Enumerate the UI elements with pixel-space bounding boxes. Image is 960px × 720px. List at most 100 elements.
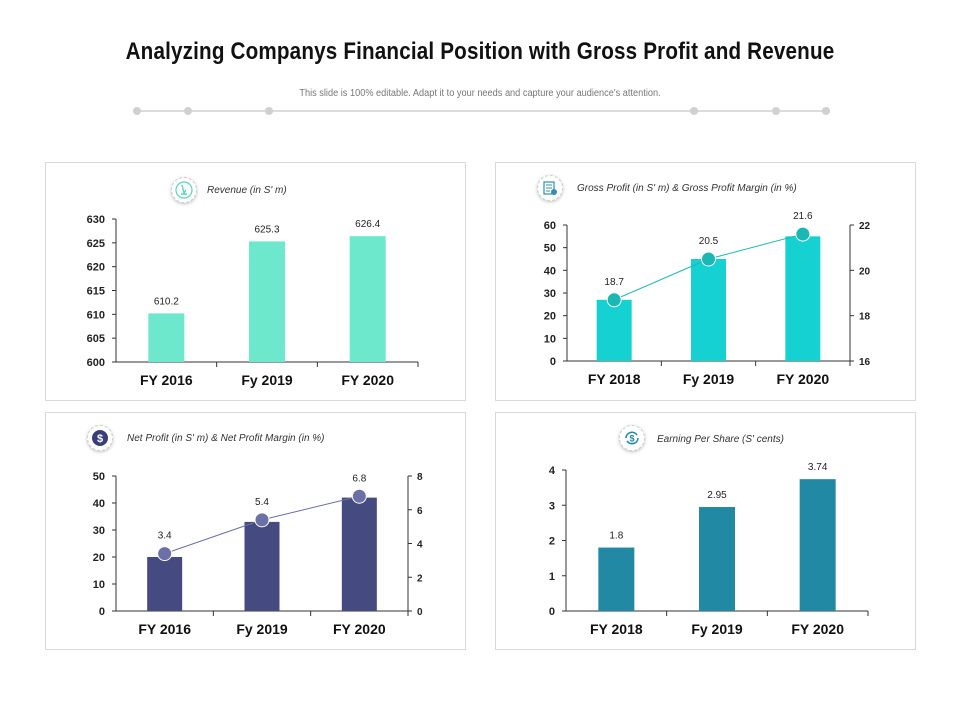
gross-profit-chart-panel: Gross Profit (in S' m) & Gross Profit Ma… xyxy=(495,162,916,401)
y-tick-label: 600 xyxy=(87,357,105,369)
y-tick-label: 3 xyxy=(549,500,555,512)
y-tick-label: 0 xyxy=(99,606,105,618)
revenue-bar-chart: 600 605 610 615 620 625 630 FY 2016 610.2 Fy 2019… xyxy=(87,214,419,388)
y2-tick-label: 22 xyxy=(859,221,871,232)
svg-text:$: $ xyxy=(97,433,103,445)
x-tick-label: FY 2020 xyxy=(341,372,394,388)
x-tick-label: Fy 2019 xyxy=(691,621,743,637)
data-label: 18.7 xyxy=(604,277,624,288)
y2-tick-label: 2 xyxy=(417,573,423,584)
data-label: 6.8 xyxy=(352,473,366,484)
chart-title: Net Profit (in S' m) & Net Profit Margin… xyxy=(127,433,325,444)
y-tick-label: 10 xyxy=(544,333,556,345)
revenue-icon xyxy=(171,177,197,203)
x-tick-label: FY 2020 xyxy=(776,371,829,387)
bar xyxy=(244,521,280,611)
y-tick-label: 40 xyxy=(93,498,105,510)
bar xyxy=(349,236,386,362)
chart-title: Revenue (in S' m) xyxy=(207,185,287,196)
bar xyxy=(691,259,726,361)
y2-tick-label: 6 xyxy=(417,506,423,517)
dollar-cycle-icon: $ xyxy=(619,425,645,451)
timeline-dot xyxy=(822,107,830,115)
data-label: 3.74 xyxy=(808,462,828,473)
chart-title: Gross Profit (in S' m) & Gross Profit Ma… xyxy=(577,183,797,194)
bar xyxy=(148,313,185,362)
y-tick-label: 60 xyxy=(544,220,556,232)
y-tick-label: 2 xyxy=(549,536,555,548)
y-tick-label: 0 xyxy=(550,356,556,368)
x-tick-label: FY 2016 xyxy=(140,372,193,388)
margin-marker xyxy=(351,488,367,504)
data-label: 3.4 xyxy=(158,531,172,542)
bar xyxy=(341,497,377,611)
bar xyxy=(249,241,285,362)
y-tick-label: 630 xyxy=(87,214,105,226)
data-label: 21.6 xyxy=(793,211,813,222)
y-tick-label: 4 xyxy=(549,465,556,477)
timeline-dot xyxy=(690,107,698,115)
y2-tick-label: 4 xyxy=(417,540,423,551)
y-tick-label: 40 xyxy=(544,265,556,277)
data-label: 2.95 xyxy=(707,490,727,501)
net-profit-combo-chart: 0 10 20 30 40 50 0 2 4 6 8 FY 2016 Fy 2019 FY 2020 3.4… xyxy=(93,471,423,637)
margin-marker xyxy=(606,292,622,308)
page-subtitle: This slide is 100% editable. Adapt it to… xyxy=(299,88,661,99)
y2-tick-label: 20 xyxy=(859,266,871,277)
y-tick-label: 10 xyxy=(93,579,105,591)
y-tick-label: 615 xyxy=(87,286,105,298)
y2-tick-label: 16 xyxy=(859,357,871,368)
eps-chart-panel: $ Earning Per Share (S' cents) 0 1 2 3 4 FY 2… xyxy=(495,412,916,650)
net-profit-chart-panel: $ Net Profit (in S' m) & Net Profit Marg… xyxy=(45,412,466,650)
bar xyxy=(596,299,632,361)
y-tick-label: 20 xyxy=(93,552,105,564)
svg-text:$: $ xyxy=(629,434,634,444)
x-tick-label: Fy 2019 xyxy=(236,621,288,637)
dollar-coin-icon: $ xyxy=(87,425,113,451)
margin-marker xyxy=(701,251,716,267)
y-tick-label: 30 xyxy=(544,288,556,300)
invoice-icon xyxy=(537,175,563,201)
eps-bar-chart: 0 1 2 3 4 FY 2018 1.8 Fy 2019 2.95 FY 2020 3.74 xyxy=(549,462,869,637)
bar xyxy=(785,236,821,361)
x-tick-label: FY 2020 xyxy=(791,621,844,637)
x-tick-label: FY 2018 xyxy=(590,621,643,637)
data-label: 626.4 xyxy=(355,219,380,230)
chart-title: Earning Per Share (S' cents) xyxy=(657,434,784,445)
timeline-dot xyxy=(772,107,780,115)
x-tick-label: Fy 2019 xyxy=(241,372,293,388)
page-title: Analyzing Companys Financial Position wi… xyxy=(125,38,835,65)
gross-profit-combo-chart: 0 10 20 30 40 50 60 16 18 20 22 FY 2018 Fy 2019 FY 20… xyxy=(544,211,871,387)
bar xyxy=(598,547,635,611)
y-tick-label: 50 xyxy=(544,243,556,255)
y-tick-label: 30 xyxy=(93,525,105,537)
x-tick-label: FY 2018 xyxy=(588,371,641,387)
y-tick-label: 0 xyxy=(549,606,555,618)
y-tick-label: 605 xyxy=(87,333,105,345)
y-tick-label: 50 xyxy=(93,471,105,483)
bar xyxy=(699,507,735,611)
x-tick-label: FY 2016 xyxy=(138,621,191,637)
margin-marker xyxy=(254,512,270,528)
timeline-dot xyxy=(184,107,192,115)
y-tick-label: 20 xyxy=(544,311,556,323)
bar xyxy=(799,479,836,611)
y-tick-label: 1 xyxy=(549,571,555,583)
x-tick-label: FY 2020 xyxy=(333,621,386,637)
bar xyxy=(147,557,183,611)
timeline-dot xyxy=(265,107,273,115)
y2-tick-label: 8 xyxy=(417,472,423,483)
x-tick-label: Fy 2019 xyxy=(683,371,735,387)
y-tick-label: 610 xyxy=(87,309,105,321)
data-label: 610.2 xyxy=(154,296,179,307)
data-label: 1.8 xyxy=(609,531,623,542)
timeline-dot xyxy=(133,107,141,115)
margin-marker xyxy=(795,226,811,242)
margin-marker xyxy=(157,546,173,562)
data-label: 625.3 xyxy=(254,224,279,235)
data-label: 20.5 xyxy=(699,236,719,247)
y2-tick-label: 0 xyxy=(417,607,423,618)
decorative-timeline xyxy=(133,107,830,115)
y-tick-label: 620 xyxy=(87,262,105,274)
revenue-chart-panel: Revenue (in S' m) 600 605 610 615 620 625 630 F… xyxy=(45,162,466,401)
